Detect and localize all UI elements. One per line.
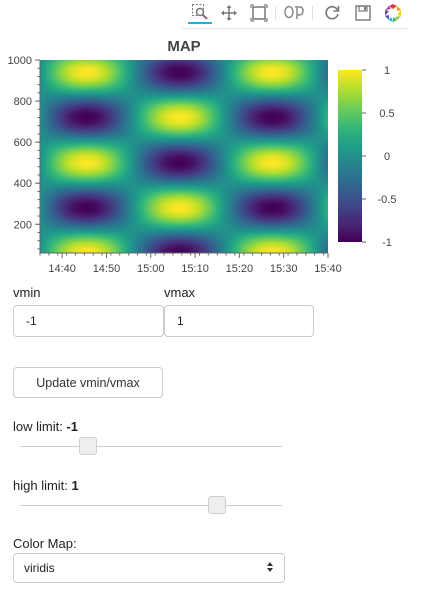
- colorbar-tick-label: -1: [382, 237, 392, 249]
- high-limit-slider[interactable]: [20, 496, 282, 514]
- vmin-label: vmin: [13, 285, 41, 300]
- plot-axes: 14:40 14:50 15:00 15:10 15:20 15:30 15:40 200 40…: [8, 55, 397, 275]
- colorbar-tick-label: 0.5: [379, 108, 394, 120]
- color-map-label: Color Map:: [13, 536, 77, 551]
- x-tick-label: 15:30: [270, 263, 298, 275]
- y-tick-label: 1000: [8, 55, 32, 67]
- low-limit-text: low limit:: [13, 419, 67, 434]
- color-map-selected-value: viridis: [24, 561, 55, 575]
- plot-title: MAP: [167, 38, 201, 55]
- x-tick-label: 14:50: [93, 263, 121, 275]
- colorbar-tick-label: 0: [384, 151, 390, 163]
- x-tick-label: 15:10: [181, 263, 209, 275]
- y-tick-label: 400: [14, 178, 32, 190]
- low-limit-value: -1: [66, 419, 79, 434]
- y-tick-label: 600: [14, 137, 32, 149]
- y-tick-label: 800: [14, 96, 32, 108]
- colorbar-tick-label: -0.5: [378, 194, 397, 206]
- pan-icon[interactable]: [217, 2, 241, 24]
- plot-toolbar: [182, 0, 408, 29]
- high-limit-slider-handle[interactable]: [207, 496, 226, 514]
- x-tick-label: 15:20: [226, 263, 254, 275]
- y-tick-label: 200: [14, 219, 32, 231]
- save-icon[interactable]: [351, 2, 375, 24]
- vmax-input[interactable]: [164, 305, 314, 337]
- update-vmin-vmax-button[interactable]: Update vmin/vmax: [13, 367, 163, 398]
- x-tick-label: 14:40: [48, 263, 76, 275]
- x-tick-label: 15:00: [137, 263, 165, 275]
- box-select-icon[interactable]: [247, 2, 271, 24]
- box-zoom-icon[interactable]: [188, 2, 212, 24]
- vmin-input[interactable]: [13, 305, 164, 337]
- low-limit-label: low limit: -1: [13, 419, 78, 434]
- high-limit-text: high limit:: [13, 478, 72, 493]
- lasso-icon[interactable]: [282, 2, 306, 24]
- high-limit-value: 1: [71, 478, 79, 493]
- low-limit-slider-handle[interactable]: [79, 437, 98, 455]
- colorbar-gradient: [338, 70, 362, 242]
- colorbar-tick-label: 1: [384, 65, 390, 77]
- color-map-select[interactable]: viridis: [13, 553, 285, 583]
- reset-icon[interactable]: [320, 2, 344, 24]
- vmax-label: vmax: [164, 285, 196, 300]
- bokeh-logo-icon[interactable]: [381, 2, 405, 24]
- heatmap-image[interactable]: [40, 60, 328, 253]
- low-limit-slider[interactable]: [20, 437, 282, 455]
- select-arrows-icon: [266, 561, 274, 576]
- high-limit-label: high limit: 1: [13, 478, 79, 493]
- x-tick-label: 15:40: [314, 263, 342, 275]
